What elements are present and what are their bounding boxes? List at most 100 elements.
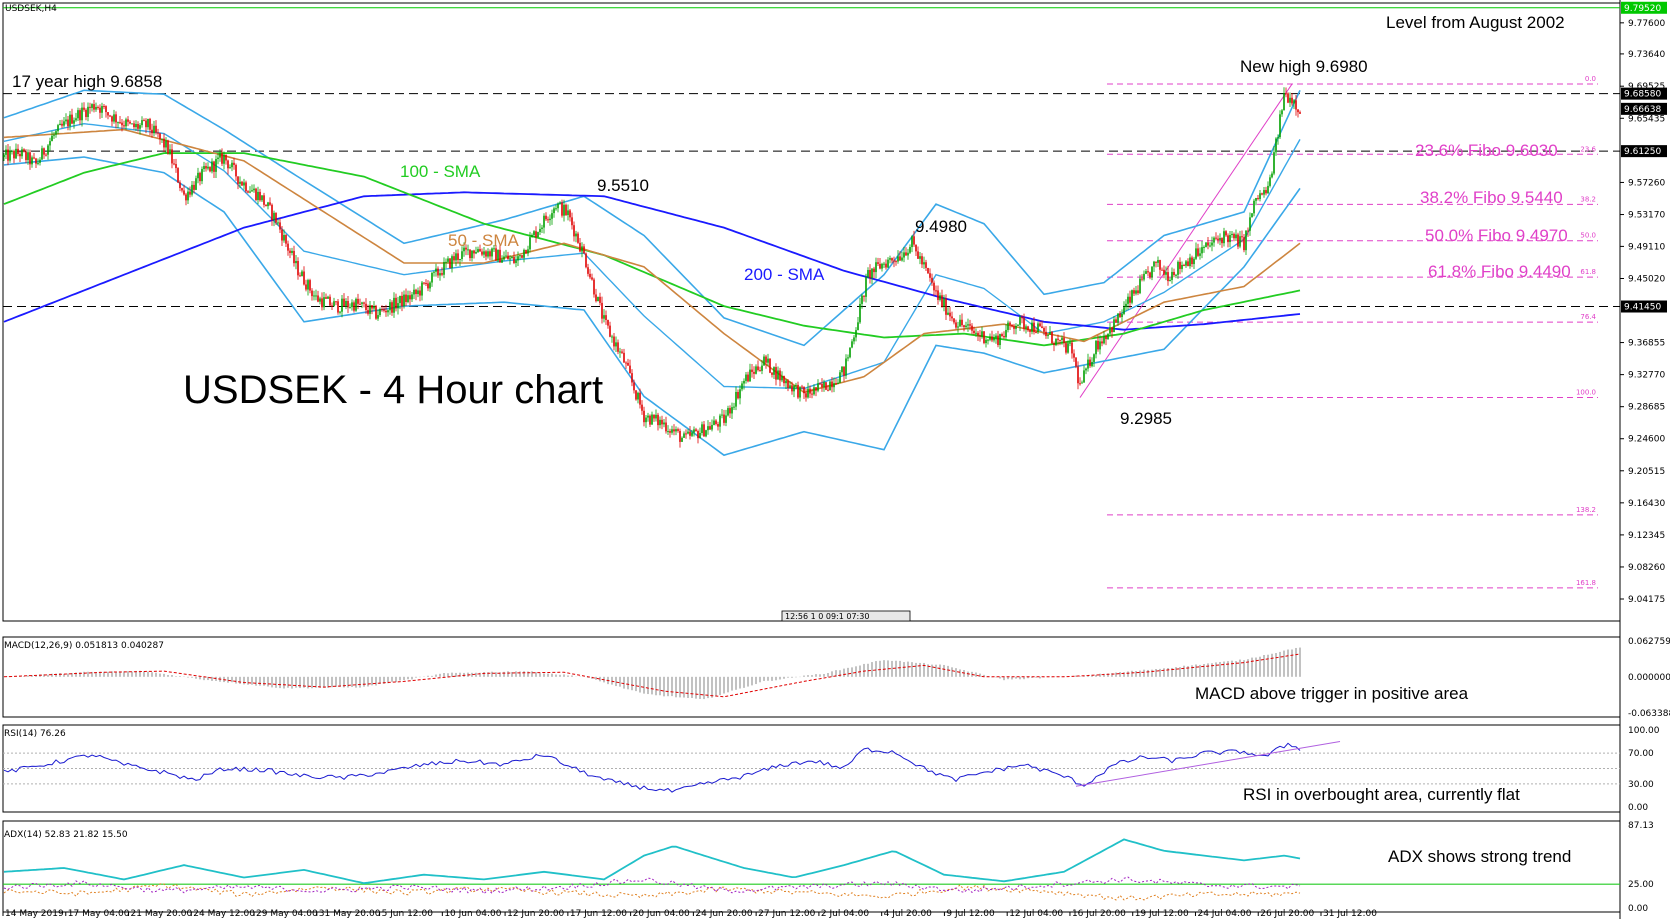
candle xyxy=(557,202,559,213)
candle xyxy=(145,118,147,134)
candle xyxy=(13,149,15,164)
candle-body xyxy=(537,232,539,238)
candle-body xyxy=(603,315,605,319)
candle xyxy=(929,268,931,282)
candle xyxy=(1097,335,1099,352)
candle xyxy=(273,210,275,227)
candle-body xyxy=(637,392,639,400)
candle xyxy=(349,303,351,309)
candle-body xyxy=(259,191,261,201)
candle-body xyxy=(455,253,457,261)
candle xyxy=(713,416,715,426)
candle xyxy=(423,282,425,285)
candle xyxy=(567,204,569,221)
candle-body xyxy=(63,121,65,126)
candle xyxy=(511,256,513,259)
candle-body xyxy=(1105,336,1107,340)
candle-body xyxy=(779,370,781,381)
candle xyxy=(1233,232,1235,242)
candle xyxy=(753,366,755,379)
candle xyxy=(717,421,719,431)
candle-body xyxy=(1009,322,1011,325)
candle-body xyxy=(1089,359,1091,367)
candle xyxy=(47,144,49,160)
candle-body xyxy=(869,270,871,279)
candle-body xyxy=(957,326,959,328)
candle-body xyxy=(267,202,269,207)
price-badge xyxy=(1621,87,1667,100)
candle xyxy=(1135,285,1137,296)
candle xyxy=(663,419,665,428)
candle xyxy=(857,316,859,331)
candle-body xyxy=(479,249,481,252)
candle-body xyxy=(105,106,107,113)
candle xyxy=(495,245,497,261)
candle-body xyxy=(1241,236,1243,238)
fibo-pct-138.2: 138.2 xyxy=(1576,506,1596,514)
candle xyxy=(673,424,675,436)
candle xyxy=(827,384,829,392)
candle-body xyxy=(791,385,793,392)
candle xyxy=(539,223,541,236)
time-scale-label: 12:56 1 0 09:1 07:30 xyxy=(785,612,869,621)
candle-body xyxy=(499,249,501,263)
candle-body xyxy=(523,249,525,258)
candle xyxy=(785,378,787,389)
candle-body xyxy=(1279,114,1281,138)
candle-body xyxy=(919,256,921,259)
time-tick-label: 21 May 20:00 xyxy=(131,909,193,919)
candle-body xyxy=(1083,370,1085,383)
candle-body xyxy=(291,250,293,253)
candle-body xyxy=(193,184,195,190)
candle xyxy=(313,290,315,301)
candle-body xyxy=(1059,339,1061,341)
candle xyxy=(497,249,499,263)
time-tick-label: 2 Jul 04:00 xyxy=(821,909,870,919)
candle-body xyxy=(351,302,353,308)
candle xyxy=(899,251,901,261)
candle xyxy=(261,195,263,202)
candle-body xyxy=(1051,331,1053,344)
candle xyxy=(763,354,765,366)
candle xyxy=(669,428,671,438)
candle-body xyxy=(383,309,385,311)
candle-body xyxy=(89,106,91,108)
candle xyxy=(1151,266,1153,281)
candle-body xyxy=(297,260,299,276)
candle-body xyxy=(1287,93,1289,103)
candle xyxy=(783,375,785,387)
candle xyxy=(1063,332,1065,348)
candle xyxy=(729,405,731,418)
candle-body xyxy=(1005,329,1007,338)
candle-body xyxy=(71,114,73,124)
candle xyxy=(485,249,487,261)
candle xyxy=(309,278,311,294)
candle-body xyxy=(985,339,987,344)
candle-body xyxy=(835,383,837,385)
candle xyxy=(1053,341,1055,352)
candle-body xyxy=(983,331,985,344)
candle-body xyxy=(1199,253,1201,256)
candle-body xyxy=(453,256,455,261)
candle xyxy=(419,286,421,302)
candle xyxy=(755,364,757,375)
candle xyxy=(171,143,173,169)
candle-body xyxy=(923,262,925,265)
candle xyxy=(505,249,507,258)
candle-body xyxy=(373,305,375,309)
candle-body xyxy=(99,107,101,113)
candle-body xyxy=(163,138,165,148)
candle xyxy=(583,243,585,254)
candle-body xyxy=(1205,242,1207,247)
candle-body xyxy=(901,257,903,261)
candle-body xyxy=(451,256,453,268)
macd-tick-label: 0.062759 xyxy=(1628,637,1670,647)
candle-body xyxy=(673,429,675,432)
candle-body xyxy=(1295,100,1297,110)
price-badge-label: 9.41450 xyxy=(1624,303,1661,313)
rsi-tick-label: 30.00 xyxy=(1628,780,1654,790)
candle-body xyxy=(1183,264,1185,266)
candle xyxy=(1281,109,1283,117)
candle-body xyxy=(1277,137,1279,139)
